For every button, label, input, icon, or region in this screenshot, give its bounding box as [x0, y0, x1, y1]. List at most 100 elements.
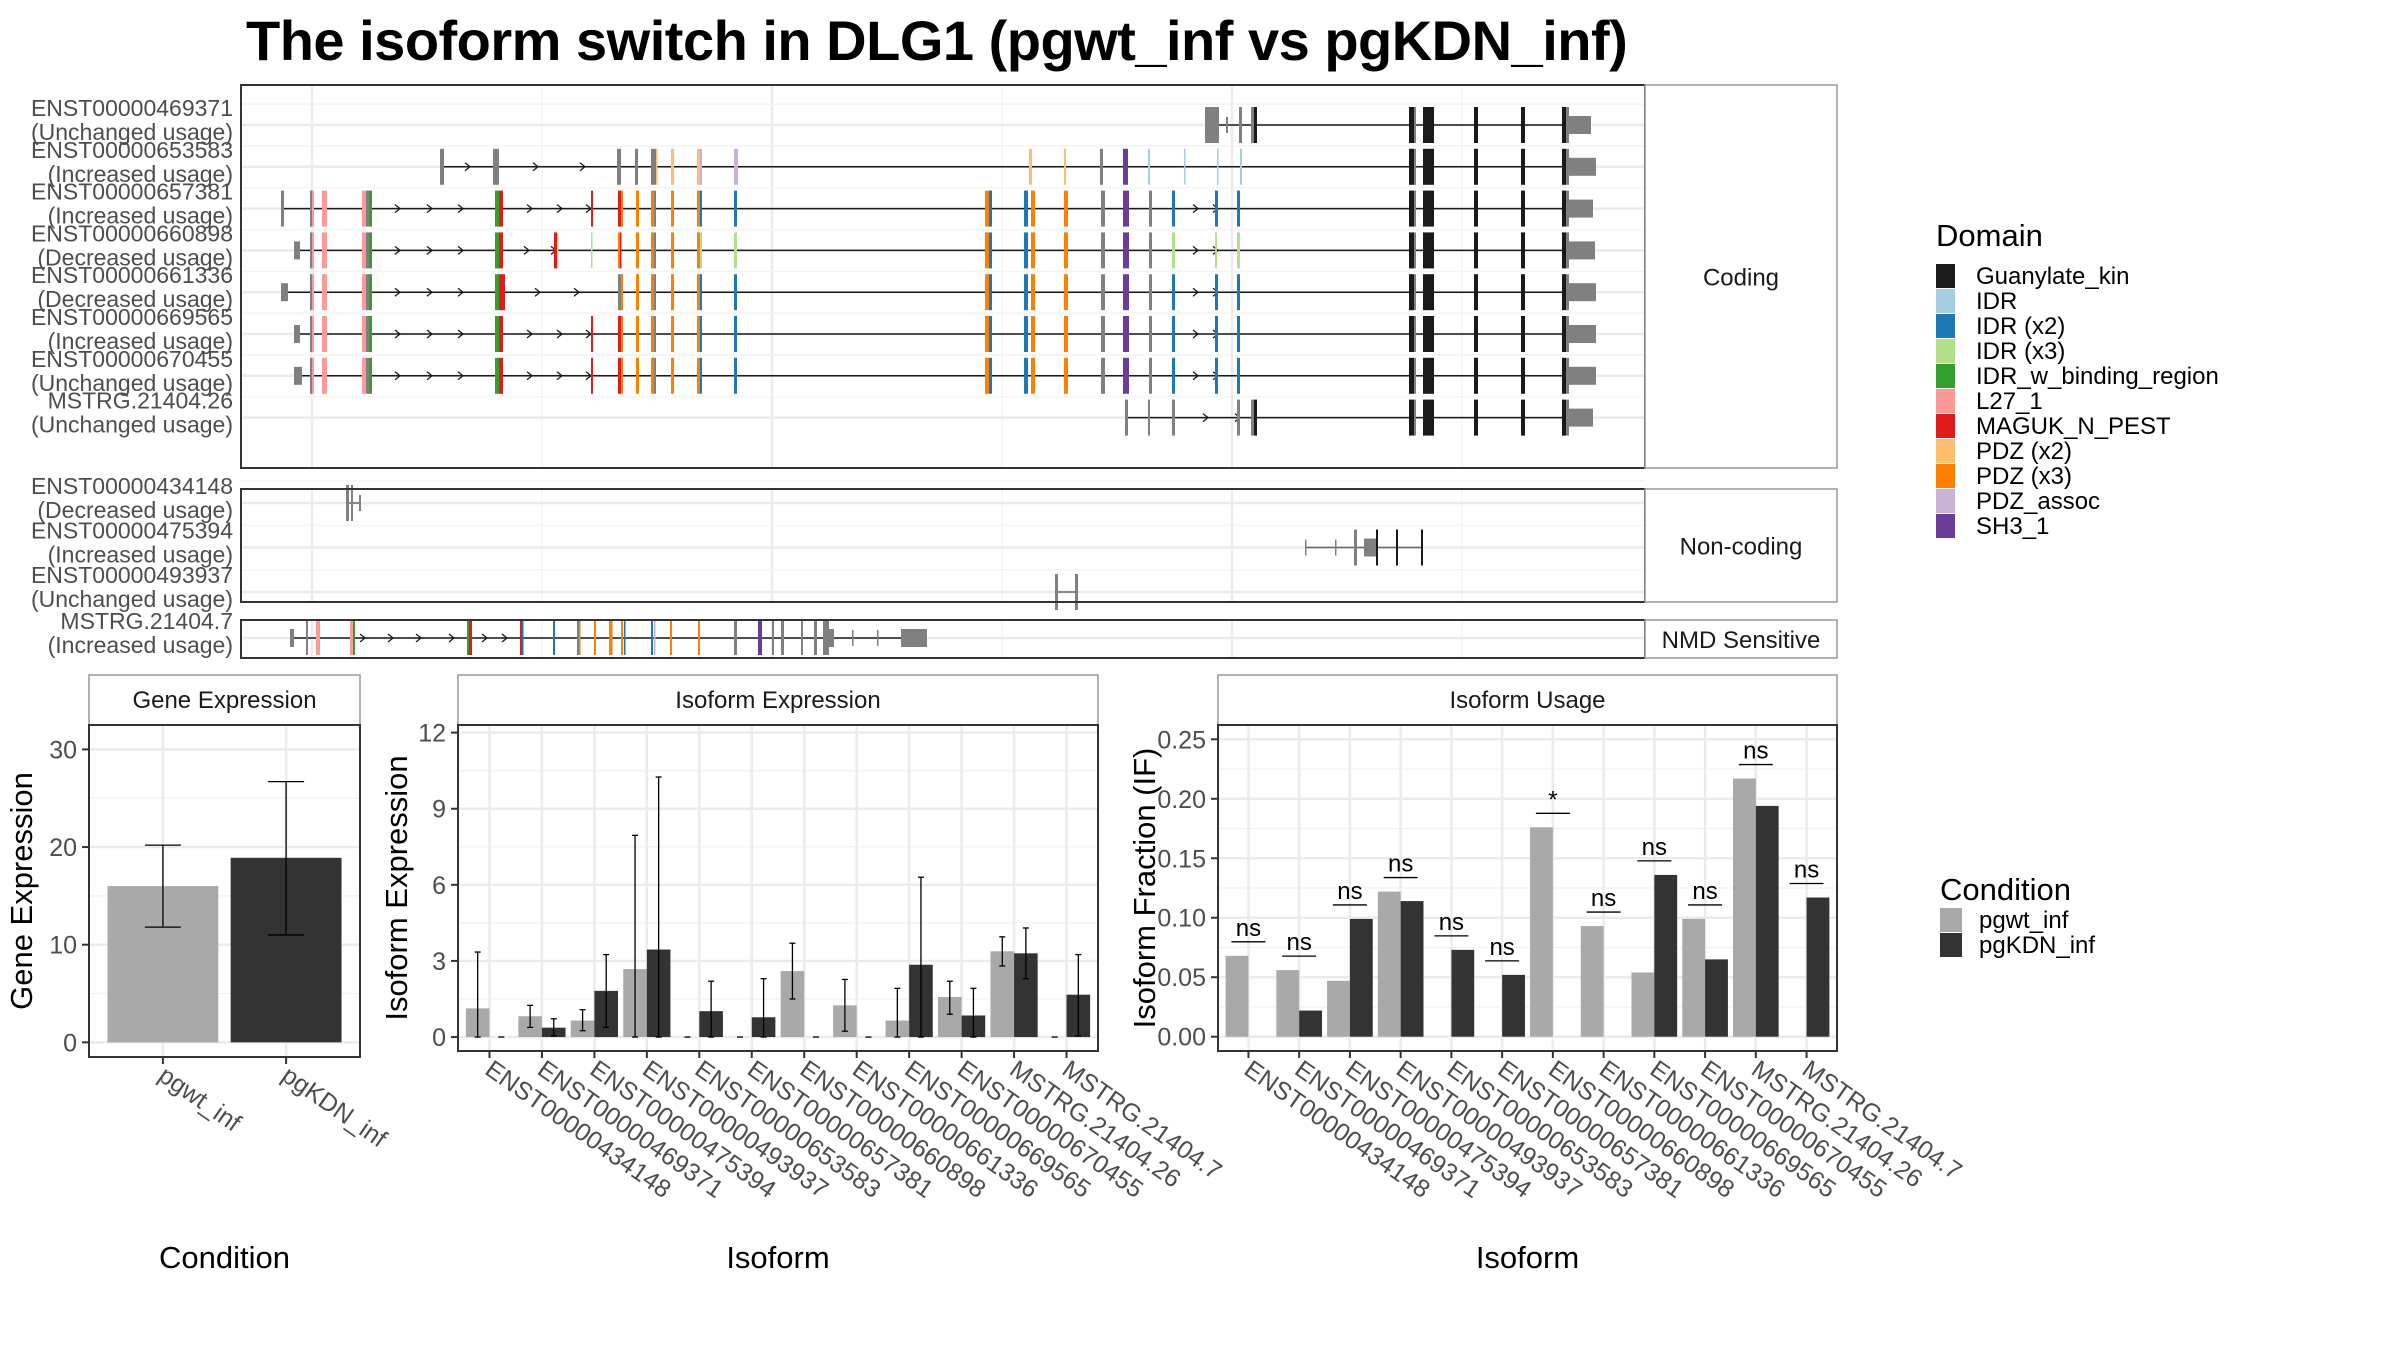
exon-idr-x2- [1215, 274, 1218, 311]
y-tick-label: 20 [49, 834, 77, 862]
exon-pdz-assoc [654, 621, 656, 655]
exon-none [1100, 148, 1103, 185]
exon-pdz-x3- [651, 274, 654, 311]
intron-direction-arrow [501, 633, 509, 643]
exon-none [310, 190, 312, 227]
domain-legend-swatch [1936, 439, 1955, 463]
domain-legend-swatch [1936, 464, 1955, 488]
exon-pdz-x3- [1031, 357, 1035, 394]
panel-background [241, 489, 1645, 602]
exon-idr-x2- [700, 274, 702, 311]
significance-label: ns [1337, 878, 1362, 905]
exon-idr-x2- [651, 621, 653, 655]
bar [1654, 874, 1678, 1037]
intron-direction-arrow [426, 245, 434, 255]
exon-none [814, 621, 817, 655]
exon-pdz-x3- [1064, 190, 1068, 227]
exon-maguk-n-pest [469, 621, 472, 655]
exon-pdz-x3- [697, 190, 700, 227]
x-axis-title: Isoform [1476, 1240, 1579, 1275]
exon-idr-x2- [989, 232, 992, 269]
exon-pdz-x3- [651, 357, 654, 394]
exon-maguk-n-pest [499, 357, 503, 394]
exon-guanylate-kin [1376, 529, 1378, 566]
exon-sh3-1 [1123, 316, 1129, 352]
chart-title: Isoform Usage [1449, 687, 1605, 714]
transcript-track [1055, 574, 1078, 610]
exon-pdz-x3- [651, 316, 654, 352]
exon-pdz-x3- [621, 621, 623, 655]
y-tick-label: 9 [432, 796, 446, 824]
exon-idr-w-binding-region [369, 232, 372, 269]
exon-l27-1 [362, 357, 366, 394]
figure-title: The isoform switch in DLG1 (pgwt_inf vs … [246, 9, 1628, 72]
exon-guanylate-kin [1521, 316, 1525, 352]
exon-idr-x2- [1024, 232, 1028, 269]
exon-pdz-x3- [621, 357, 623, 394]
transcript-id-label: MSTRG.21404.26 [48, 388, 233, 414]
exon-pdz-x3- [1031, 274, 1035, 311]
exon-guanylate-kin [1562, 357, 1566, 394]
exon-idr-x2- [734, 316, 737, 352]
exon-sh3-1 [1123, 274, 1129, 311]
exon-none [1569, 366, 1596, 385]
exon-none [493, 148, 499, 185]
exon-l27-1 [312, 274, 314, 311]
exon-guanylate-kin [1421, 529, 1423, 566]
bar [1225, 955, 1249, 1037]
exon-pdz-x3- [985, 357, 989, 394]
exon-idr [1240, 148, 1242, 185]
domain-legend-label: SH3_1 [1976, 513, 2049, 540]
exon-none [651, 148, 656, 185]
exon-pdz-x3- [671, 232, 674, 269]
exon-pdz-x3- [636, 190, 639, 227]
exon-idr-x3- [1215, 232, 1217, 269]
transcript-usage-label: (Decreased usage) [37, 286, 233, 312]
exon-none [1305, 539, 1307, 556]
exon-guanylate-kin [1409, 316, 1414, 352]
transcript-track [294, 232, 1595, 269]
exon-idr-x2- [1024, 190, 1028, 227]
intron-direction-arrow [426, 287, 434, 297]
exon-none [366, 190, 369, 227]
exon-idr-x2- [700, 357, 702, 394]
exon-pdz-x2- [1064, 148, 1066, 185]
bar [1327, 980, 1350, 1037]
exon-guanylate-kin [1521, 357, 1525, 394]
exon-none [1569, 283, 1596, 302]
exon-l27-1 [316, 621, 320, 655]
exon-pdz-x3- [621, 190, 623, 227]
exon-none [1566, 190, 1569, 227]
exon-none [306, 621, 308, 655]
exon-idr-w-binding-region [495, 232, 499, 269]
exon-none [310, 274, 312, 311]
exon-guanylate-kin [1474, 190, 1478, 227]
exon-pdz-x3- [621, 274, 623, 311]
domain-legend-swatch [1936, 489, 1955, 513]
y-axis-title: Gene Expression [4, 772, 39, 1010]
exon-guanylate-kin [1423, 274, 1434, 311]
exon-idr-w-binding-region [369, 190, 372, 227]
exon-l27-1 [322, 232, 327, 269]
bar [1299, 1010, 1323, 1037]
exon-pdz-x3- [671, 190, 674, 227]
exon-guanylate-kin [1409, 190, 1414, 227]
exon-idr-x2- [1237, 190, 1240, 227]
exon-none [1101, 316, 1105, 352]
intron-direction-arrow [457, 371, 465, 381]
exon-guanylate-kin [1521, 399, 1525, 436]
exon-none [310, 357, 312, 394]
exon-maguk-n-pest [499, 316, 503, 352]
facet-strip-label: NMD Sensitive [1662, 627, 1821, 654]
exon-guanylate-kin [1521, 107, 1525, 143]
bar [1400, 901, 1424, 1037]
intron-direction-arrow [394, 287, 402, 297]
y-axis-title: Isoform Fraction (IF) [1127, 748, 1162, 1029]
exon-none [1414, 232, 1416, 269]
intron-direction-arrow [526, 371, 534, 381]
domain-legend-swatch [1936, 289, 1955, 313]
exon-none [1566, 399, 1569, 436]
exon-pdz-x3- [985, 274, 989, 311]
intron-direction-arrow [534, 287, 542, 297]
